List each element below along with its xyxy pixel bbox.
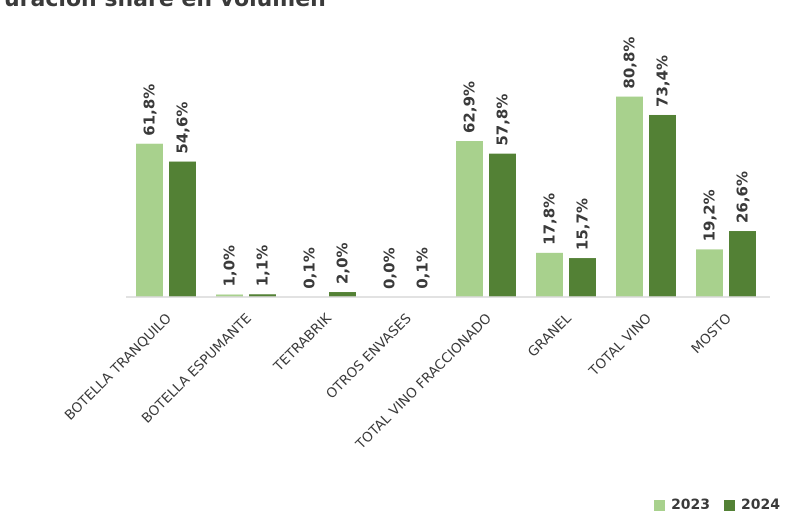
- bar-2024-5: [569, 258, 596, 297]
- bar-2023-4: [456, 141, 483, 297]
- data-label-2024-7: 26,6%: [734, 171, 752, 223]
- legend-item-2023: 2023: [654, 497, 710, 513]
- data-label-2023-4: 62,9%: [461, 81, 479, 133]
- bar-2023-6: [616, 96, 643, 297]
- legend-swatch-2023: [654, 499, 666, 511]
- category-label-5: GRANEL: [525, 310, 575, 360]
- data-label-2024-6: 73,4%: [654, 55, 672, 107]
- legend-item-2024: 2024: [724, 497, 780, 513]
- data-label-2023-7: 19,2%: [701, 189, 719, 241]
- data-label-2024-5: 15,7%: [574, 198, 592, 250]
- bar-2024-2: [329, 292, 356, 297]
- category-label-7: MOSTO: [688, 311, 734, 357]
- legend-label-2024: 2024: [741, 497, 780, 513]
- legend-swatch-2024: [724, 499, 736, 511]
- data-label-2024-0: 54,6%: [174, 102, 192, 154]
- bar-2023-1: [216, 294, 243, 297]
- bar-2024-7: [729, 231, 756, 297]
- category-label-2: TETRABRIK: [270, 310, 336, 376]
- data-label-2024-3: 0,1%: [414, 247, 432, 289]
- legend: 2023 2024: [654, 497, 780, 513]
- data-label-2023-5: 17,8%: [541, 193, 559, 245]
- data-label-2023-1: 1,0%: [221, 245, 239, 287]
- category-label-6: TOTAL VINO: [585, 311, 654, 380]
- data-label-2023-0: 61,8%: [141, 84, 159, 136]
- data-label-2023-3: 0,0%: [381, 247, 399, 289]
- bar-2023-0: [136, 143, 163, 297]
- data-label-2024-1: 1,1%: [254, 245, 272, 287]
- bar-2023-5: [536, 252, 563, 297]
- legend-label-2023: 2023: [671, 497, 711, 513]
- bar-2024-6: [649, 114, 676, 297]
- bar-2023-7: [696, 249, 723, 297]
- data-label-2023-6: 80,8%: [621, 37, 639, 89]
- bar-2024-4: [489, 153, 516, 297]
- data-label-2024-2: 2,0%: [334, 242, 352, 284]
- data-label-2023-2: 0,1%: [301, 247, 319, 289]
- category-label-4: TOTAL VINO FRACCIONADO: [352, 311, 495, 454]
- bar-2024-0: [169, 161, 196, 297]
- chart-title: uración share en volumen: [4, 0, 326, 12]
- category-label-3: OTROS ENVASES: [323, 311, 415, 403]
- bar-2024-1: [249, 294, 276, 297]
- data-label-2024-4: 57,8%: [494, 94, 512, 146]
